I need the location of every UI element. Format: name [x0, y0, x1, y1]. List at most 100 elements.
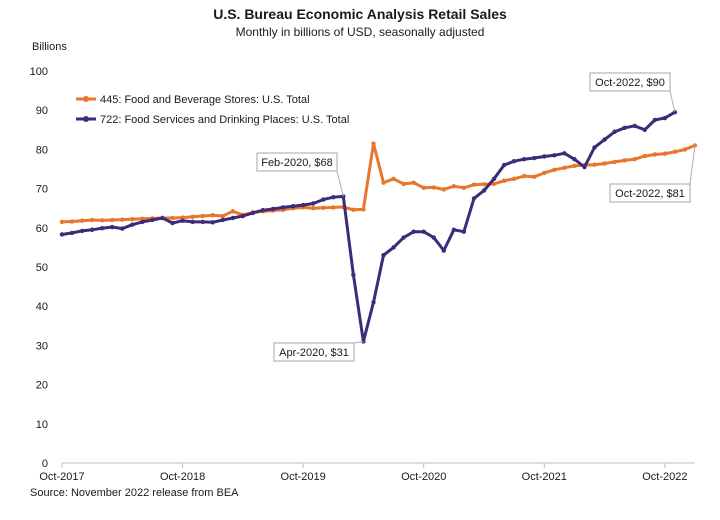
data-point-food-beverage-stores — [120, 217, 125, 222]
annotation-leader — [353, 340, 364, 344]
data-point-food-services-drinking — [331, 195, 336, 200]
data-point-food-beverage-stores — [652, 152, 658, 157]
y-tick-label: 0 — [42, 458, 48, 470]
data-point-food-services-drinking — [290, 204, 296, 209]
data-point-food-beverage-stores — [481, 182, 487, 187]
series-line-food-services-drinking — [61, 110, 676, 343]
data-point-food-services-drinking — [572, 157, 577, 162]
annotation-leader — [336, 170, 344, 197]
data-point-food-beverage-stores — [411, 180, 416, 185]
series-line-food-beverage-stores — [61, 142, 696, 224]
data-point-food-services-drinking — [532, 155, 537, 161]
data-point-food-beverage-stores — [612, 159, 617, 165]
data-point-food-services-drinking — [230, 215, 236, 221]
data-point-food-beverage-stores — [401, 181, 406, 187]
y-tick-label: 10 — [36, 419, 48, 431]
data-point-food-beverage-stores — [632, 157, 637, 162]
data-point-food-beverage-stores — [672, 149, 678, 154]
data-point-food-services-drinking — [140, 219, 145, 225]
data-point-food-services-drinking — [592, 145, 597, 150]
y-tick-label: 50 — [36, 262, 48, 274]
data-point-food-services-drinking — [59, 232, 65, 237]
data-point-food-beverage-stores — [351, 207, 356, 212]
data-point-food-beverage-stores — [501, 178, 507, 183]
data-point-food-services-drinking — [511, 158, 517, 164]
data-point-food-beverage-stores — [622, 158, 627, 163]
x-tick-label: Oct-2019 — [281, 471, 326, 483]
data-point-food-beverage-stores — [220, 213, 225, 219]
source-note: Source: November 2022 release from BEA — [30, 487, 239, 499]
data-point-food-beverage-stores — [391, 176, 396, 181]
data-point-food-beverage-stores — [381, 180, 386, 185]
legend-marker — [83, 116, 89, 122]
data-point-food-services-drinking — [180, 218, 185, 223]
data-point-food-beverage-stores — [371, 141, 376, 146]
data-point-food-beverage-stores — [521, 173, 527, 179]
y-tick-label: 70 — [36, 184, 48, 196]
annotation-leader — [689, 145, 696, 185]
data-point-food-services-drinking — [170, 220, 175, 226]
y-axis-label: Billions — [32, 41, 67, 53]
data-point-food-services-drinking — [602, 137, 607, 142]
data-point-food-services-drinking — [431, 235, 436, 240]
y-tick-label: 30 — [36, 340, 48, 352]
data-point-food-beverage-stores — [200, 213, 205, 219]
data-point-food-beverage-stores — [491, 181, 497, 187]
data-point-food-beverage-stores — [532, 174, 537, 180]
chart-title: U.S. Bureau Economic Analysis Retail Sal… — [213, 6, 507, 22]
annotation-leader — [669, 90, 676, 113]
data-point-food-services-drinking — [79, 228, 85, 234]
data-point-food-services-drinking — [441, 248, 447, 253]
legend-label: 722: Food Services and Drinking Places: … — [100, 114, 349, 126]
y-tick-label: 60 — [36, 223, 48, 235]
data-point-food-services-drinking — [270, 206, 276, 212]
data-point-food-services-drinking — [89, 227, 95, 232]
data-point-food-beverage-stores — [361, 207, 366, 212]
data-point-food-beverage-stores — [331, 205, 336, 210]
data-point-food-beverage-stores — [310, 206, 316, 211]
x-tick-label: Oct-2020 — [401, 471, 446, 483]
data-point-food-services-drinking — [351, 272, 356, 278]
data-point-food-services-drinking — [652, 117, 658, 123]
data-point-food-beverage-stores — [682, 147, 688, 152]
data-point-food-services-drinking — [371, 300, 376, 305]
data-point-food-services-drinking — [130, 222, 135, 227]
data-point-food-beverage-stores — [552, 167, 557, 172]
annotation-box — [589, 72, 671, 92]
data-point-food-beverage-stores — [592, 162, 597, 167]
data-point-food-services-drinking — [552, 153, 557, 158]
x-tick-label: Oct-2021 — [522, 471, 567, 483]
axes: 0 10 20 30 40 50 60 70 80 90 100 Oct-2017 Oct-2018 Oc… — [30, 66, 695, 483]
legend: 445: Food and Beverage Stores: U.S. Tota… — [76, 94, 349, 126]
data-point-food-services-drinking — [210, 220, 215, 225]
y-tick-label: 90 — [36, 105, 48, 117]
legend-marker — [83, 96, 89, 102]
data-point-food-beverage-stores — [321, 205, 326, 211]
data-point-food-services-drinking — [501, 162, 507, 168]
data-point-food-services-drinking — [461, 229, 467, 234]
annotation-box — [256, 152, 338, 172]
data-point-food-beverage-stores — [230, 209, 236, 214]
data-point-food-services-drinking — [491, 176, 497, 181]
data-point-food-services-drinking — [160, 215, 165, 221]
annotation-box — [273, 342, 355, 362]
data-point-food-services-drinking — [250, 210, 256, 216]
data-point-food-services-drinking — [411, 229, 416, 234]
annotation-box — [609, 183, 691, 203]
y-tick-label: 100 — [30, 66, 48, 78]
data-point-food-services-drinking — [542, 154, 547, 159]
data-point-food-services-drinking — [220, 217, 225, 223]
data-point-food-beverage-stores — [542, 170, 547, 176]
data-point-food-services-drinking — [321, 197, 326, 202]
y-tick-label: 20 — [36, 380, 48, 392]
data-point-food-services-drinking — [150, 217, 155, 223]
data-point-food-services-drinking — [521, 157, 527, 162]
data-point-food-services-drinking — [391, 245, 396, 250]
data-point-food-beverage-stores — [130, 216, 135, 222]
data-point-food-services-drinking — [69, 230, 75, 236]
data-point-food-beverage-stores — [431, 185, 436, 190]
data-point-food-services-drinking — [451, 227, 457, 232]
data-point-food-beverage-stores — [441, 187, 447, 192]
data-point-food-services-drinking — [582, 164, 587, 170]
data-point-food-services-drinking — [120, 226, 125, 231]
